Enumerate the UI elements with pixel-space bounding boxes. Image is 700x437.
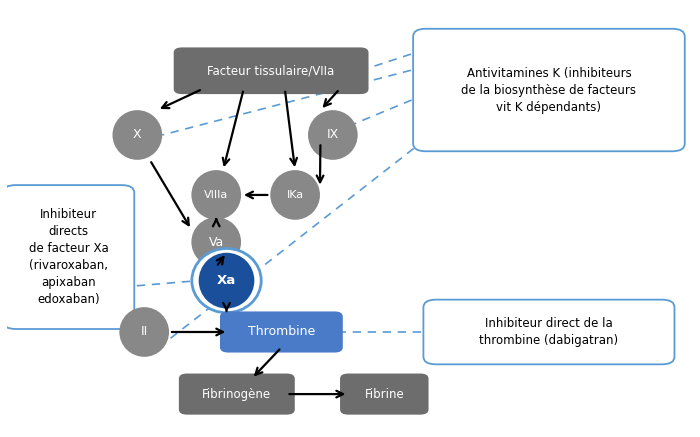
- FancyBboxPatch shape: [424, 300, 675, 364]
- Ellipse shape: [120, 307, 169, 357]
- Text: Va: Va: [209, 236, 224, 249]
- Ellipse shape: [191, 170, 241, 220]
- Text: Xa: Xa: [217, 274, 236, 287]
- Text: II: II: [141, 326, 148, 339]
- Text: X: X: [133, 128, 141, 142]
- FancyBboxPatch shape: [178, 374, 295, 415]
- Text: VIIIa: VIIIa: [204, 190, 228, 200]
- Text: Fibrine: Fibrine: [365, 388, 404, 401]
- FancyBboxPatch shape: [220, 312, 343, 353]
- FancyBboxPatch shape: [340, 374, 428, 415]
- Text: Thrombine: Thrombine: [248, 326, 315, 339]
- Ellipse shape: [191, 217, 241, 267]
- FancyBboxPatch shape: [413, 29, 685, 151]
- Text: Inhibiteur direct de la
thrombine (dabigatran): Inhibiteur direct de la thrombine (dabig…: [480, 317, 619, 347]
- Text: IKa: IKa: [286, 190, 304, 200]
- Text: Antivitamines K (inhibiteurs
de la biosynthèse de facteurs
vit K dépendants): Antivitamines K (inhibiteurs de la biosy…: [461, 66, 636, 114]
- Text: Fibrinogène: Fibrinogène: [202, 388, 272, 401]
- Ellipse shape: [308, 110, 358, 160]
- Text: Inhibiteur
directs
de facteur Xa
(rivaroxaban,
apixaban
edoxaban): Inhibiteur directs de facteur Xa (rivaro…: [29, 208, 108, 306]
- Text: Facteur tissulaire/VIIa: Facteur tissulaire/VIIa: [207, 64, 335, 77]
- Ellipse shape: [192, 249, 261, 313]
- FancyBboxPatch shape: [4, 185, 134, 329]
- Ellipse shape: [199, 253, 254, 309]
- Ellipse shape: [270, 170, 320, 220]
- Text: IX: IX: [327, 128, 339, 142]
- Ellipse shape: [113, 110, 162, 160]
- FancyBboxPatch shape: [174, 47, 368, 94]
